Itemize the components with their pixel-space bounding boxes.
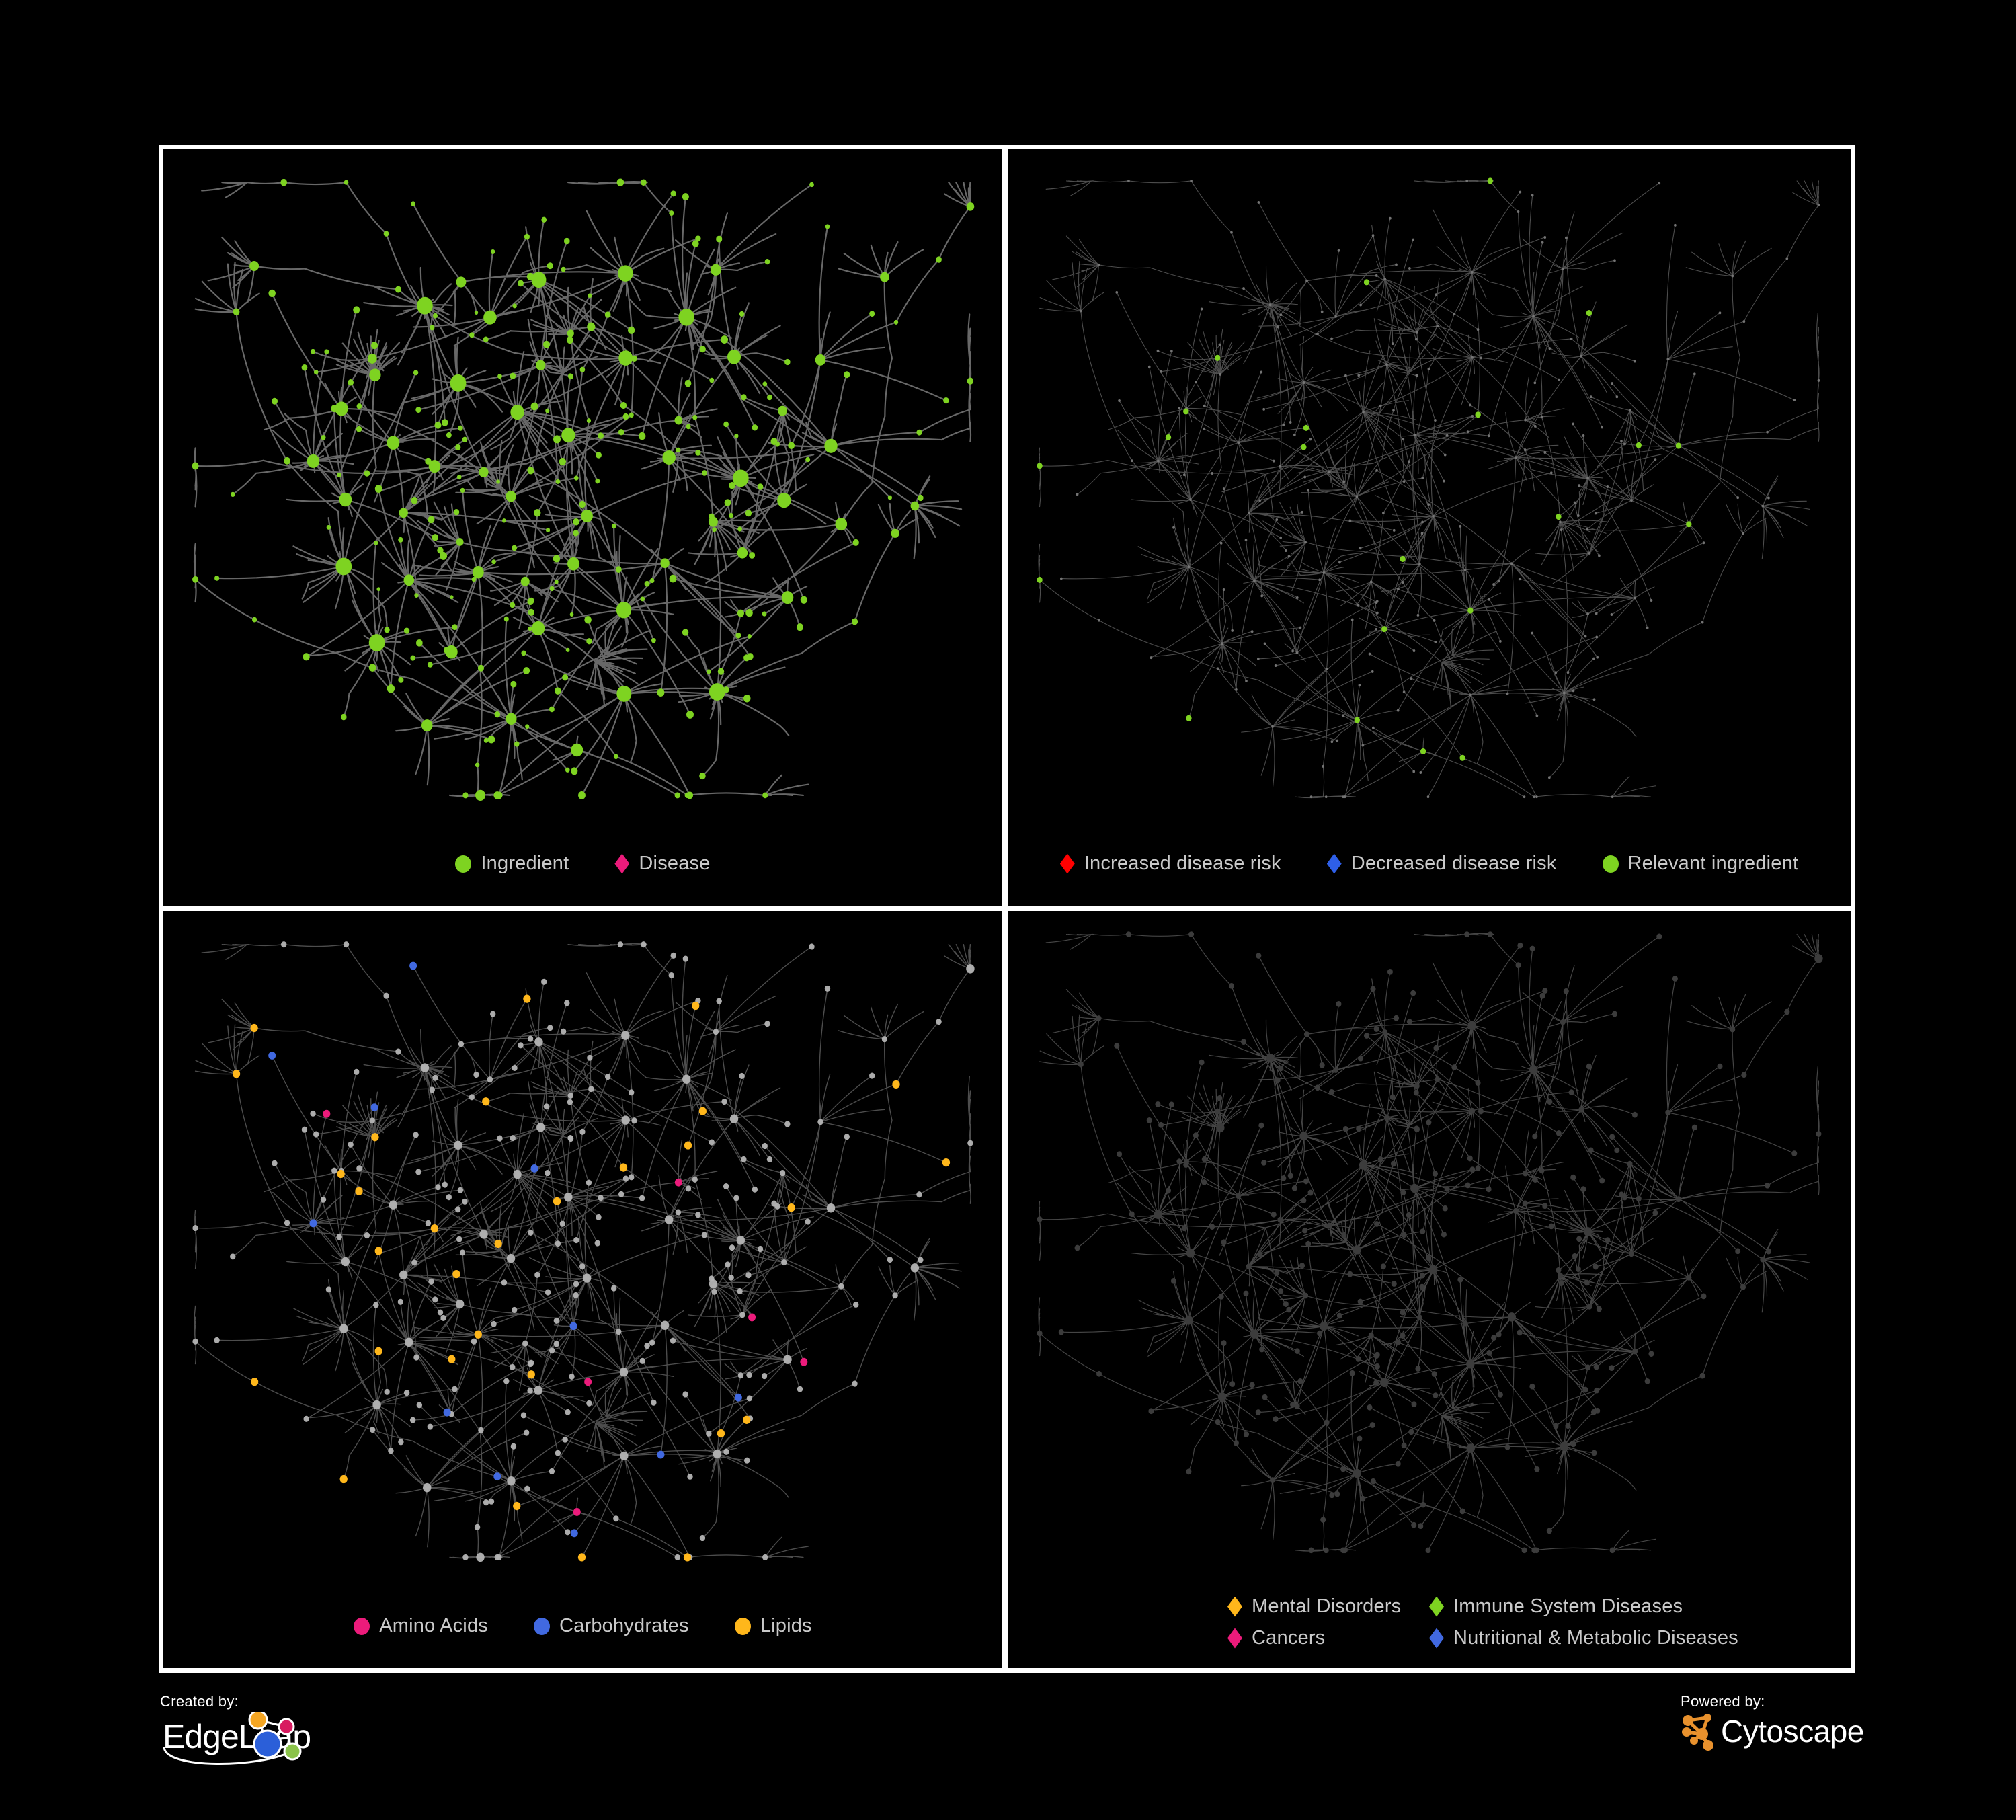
ingredient-node-group[interactable] — [1037, 177, 1692, 761]
cytoscape-wordmark: Cytoscape — [1721, 1714, 1864, 1749]
network-edges — [1038, 933, 1820, 1552]
network-canvas-disease-class[interactable] — [1008, 911, 1851, 1668]
ingredient-node-group[interactable] — [268, 961, 742, 1538]
ingredient-node-group[interactable] — [1037, 931, 1823, 1554]
network-edges — [194, 943, 971, 1559]
ingredient-node-group[interactable] — [192, 178, 975, 801]
network-nodes[interactable] — [1037, 911, 1823, 1554]
edgeleap-node-orange — [248, 1712, 268, 1730]
network-canvas-ingredient-disease[interactable] — [163, 149, 1002, 906]
network-figure-grid: Ingredient Disease Increased disease ris… — [159, 145, 1855, 1673]
network-canvas-ingredient-class[interactable] — [163, 911, 1002, 1668]
powered-by-cytoscape-logo[interactable]: Powered by: Cytoscape — [1681, 1693, 1864, 1751]
network-nodes[interactable] — [192, 149, 975, 801]
panel-disease-risk-network[interactable]: Increased disease risk Decreased disease… — [1005, 145, 1855, 908]
network-edges — [193, 180, 972, 797]
panel-ingredient-class-network[interactable]: Amino Acids Carbohydrates Lipids — [159, 908, 1005, 1673]
panel-disease-class-network[interactable]: Mental Disorders Immune System Diseases … — [1005, 908, 1855, 1673]
figure-footer: Created by: EdgeLeap Powered by: — [0, 1681, 2016, 1815]
cytoscape-graph-icon — [1682, 1714, 1713, 1751]
created-by-kicker: Created by: — [160, 1693, 239, 1710]
edgeleap-wordmark-and-graph-icon: EdgeLeap — [163, 1712, 311, 1765]
network-nodes[interactable] — [192, 911, 975, 1562]
cytoscape-lockup: Cytoscape — [1681, 1712, 1864, 1751]
network-edges — [1038, 180, 1820, 799]
ingredient-node-group[interactable] — [192, 941, 975, 1562]
ingredient-node-group[interactable] — [1059, 179, 1820, 799]
ingredient-node-group[interactable] — [232, 994, 951, 1562]
panel-ingredient-disease-network[interactable]: Ingredient Disease — [159, 145, 1005, 908]
edgeleap-node-blue — [253, 1729, 282, 1759]
ingredient-node-group[interactable] — [323, 1109, 808, 1516]
edgeleap-node-pink — [278, 1718, 295, 1735]
edgeleap-node-green — [283, 1742, 302, 1761]
edgeleap-lockup: EdgeLeap — [160, 1712, 335, 1768]
network-canvas-disease-risk[interactable] — [1008, 149, 1851, 906]
network-nodes[interactable] — [1037, 149, 1820, 799]
created-by-edgeleap-logo[interactable]: Created by: EdgeLeap — [160, 1693, 335, 1768]
powered-by-kicker: Powered by: — [1681, 1693, 1765, 1710]
